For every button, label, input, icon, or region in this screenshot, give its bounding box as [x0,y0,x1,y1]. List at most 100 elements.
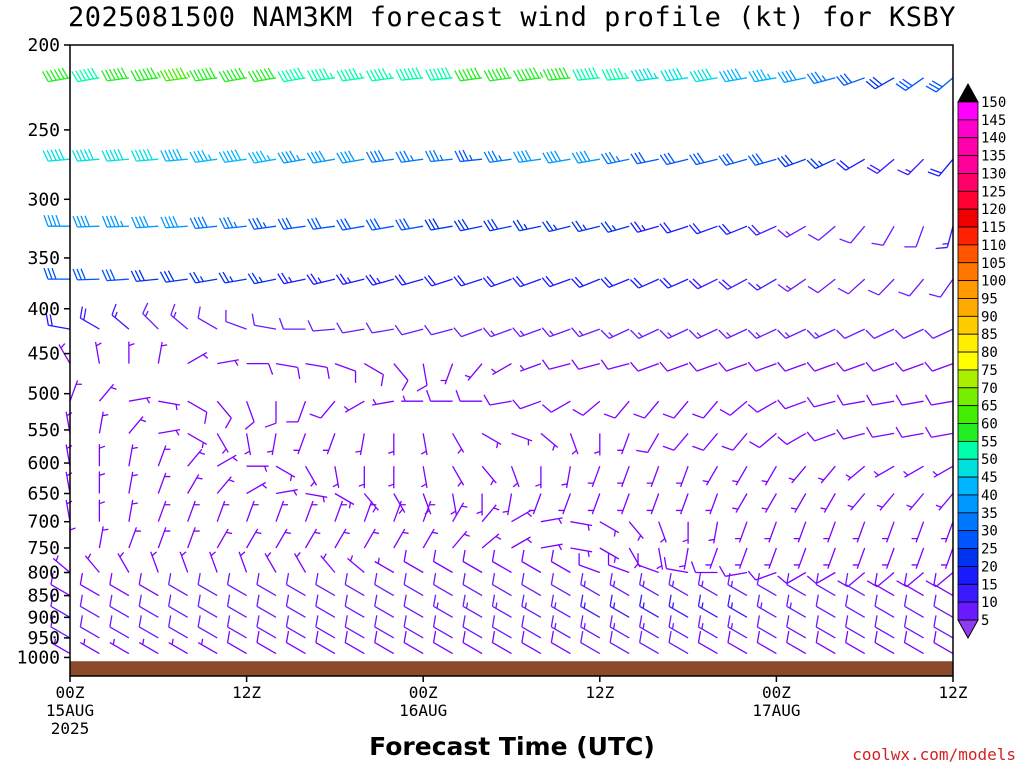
wind-barb [374,572,395,597]
wind-barb [836,73,865,86]
barb-flag [806,73,815,84]
barb-flag [601,69,608,81]
barb-flag [933,594,937,607]
wind-barb [764,521,778,543]
barb-half-flag [526,538,532,544]
wind-barb [358,466,365,489]
barb-flag [226,572,231,585]
barb-half-flag [164,504,171,506]
wind-barb [69,526,76,548]
barb-flag [659,223,668,234]
barb-flag [872,76,883,86]
barb-shaft [935,572,954,588]
barb-shaft [764,465,777,486]
barb-half-flag [498,155,503,161]
wind-barb [807,278,836,294]
y-tick-label: 350 [27,248,60,269]
barb-flag [668,615,672,628]
wind-barb [571,220,600,233]
barb-flag [193,271,201,283]
barb-shaft [638,278,659,289]
barb-half-flag [676,509,682,512]
barb-shaft [582,400,601,416]
wind-barb [732,465,748,486]
wind-barb [511,536,532,549]
barb-shaft [138,605,159,618]
barb-flag [281,70,289,82]
barb-half-flag [637,535,642,541]
barb-flag [399,68,406,80]
barb-half-flag [767,73,772,80]
barb-shaft [813,400,836,408]
wind-barb [732,493,748,513]
barb-half-flag [202,354,209,359]
wind-barb [209,551,218,573]
barb-shaft [315,605,336,618]
wind-barb [483,67,512,82]
barb-flag [226,594,231,607]
wind-barb [219,216,247,230]
wind-barb [217,359,239,366]
barb-flag [251,272,259,284]
wind-barb [226,630,247,655]
barb-half-flag [164,448,171,450]
barb-half-flag [450,510,457,515]
colorbar-segment [957,315,979,335]
barb-flag [777,229,788,238]
wind-barb [836,394,865,406]
barb-half-flag [873,470,879,476]
wind-barb [697,630,718,655]
wind-barb [454,67,483,82]
barb-shaft [621,465,630,488]
barb-flag [756,572,761,585]
barb-flag [515,275,525,286]
barb-flag [297,367,301,380]
barb-flag [777,575,788,584]
barb-shaft [245,400,255,423]
wind-barb [748,69,777,83]
barb-flag [286,421,298,423]
wind-barb [246,481,268,495]
wind-barb [432,549,453,574]
barb-half-flag [388,450,395,455]
barb-flag [520,150,528,162]
barb-flag [751,224,761,234]
barb-half-flag [164,530,171,532]
barb-half-flag [376,277,381,284]
wind-barb [334,528,350,549]
colorbar-label: 5 [981,613,989,629]
barb-shaft [650,493,660,515]
barb-shaft [647,433,660,453]
wind-barb [462,615,483,639]
barb-half-flag [322,449,329,451]
barb-flag [79,149,87,161]
wind-barb [815,594,836,618]
barb-flag [777,157,786,168]
barb-half-flag [612,623,616,630]
barb-flag [462,549,466,562]
barb-shaft [363,363,384,376]
barb-flag [285,615,290,628]
barb-flag [277,273,285,285]
barb-half-flag [83,638,86,645]
wind-barb [513,149,541,163]
barb-flag [218,71,226,82]
barb-half-flag [615,155,620,162]
barb-half-flag [263,465,268,472]
barb-half-flag [642,602,645,609]
barb-flag [423,276,433,287]
barb-flag [168,594,172,607]
barb-flag [209,67,216,79]
source-credit[interactable]: coolwx.com/models [852,745,1016,764]
wind-barb [697,615,718,639]
barb-shaft [462,584,483,597]
wind-barb [903,615,924,639]
barb-shaft [608,564,630,574]
wind-barb [793,521,807,543]
barb-shaft [109,642,130,655]
barb-flag [777,361,786,372]
colorbar-label: 75 [981,363,998,379]
barb-flag [336,219,344,231]
barb-flag [146,67,153,79]
barb-flag [50,615,54,628]
